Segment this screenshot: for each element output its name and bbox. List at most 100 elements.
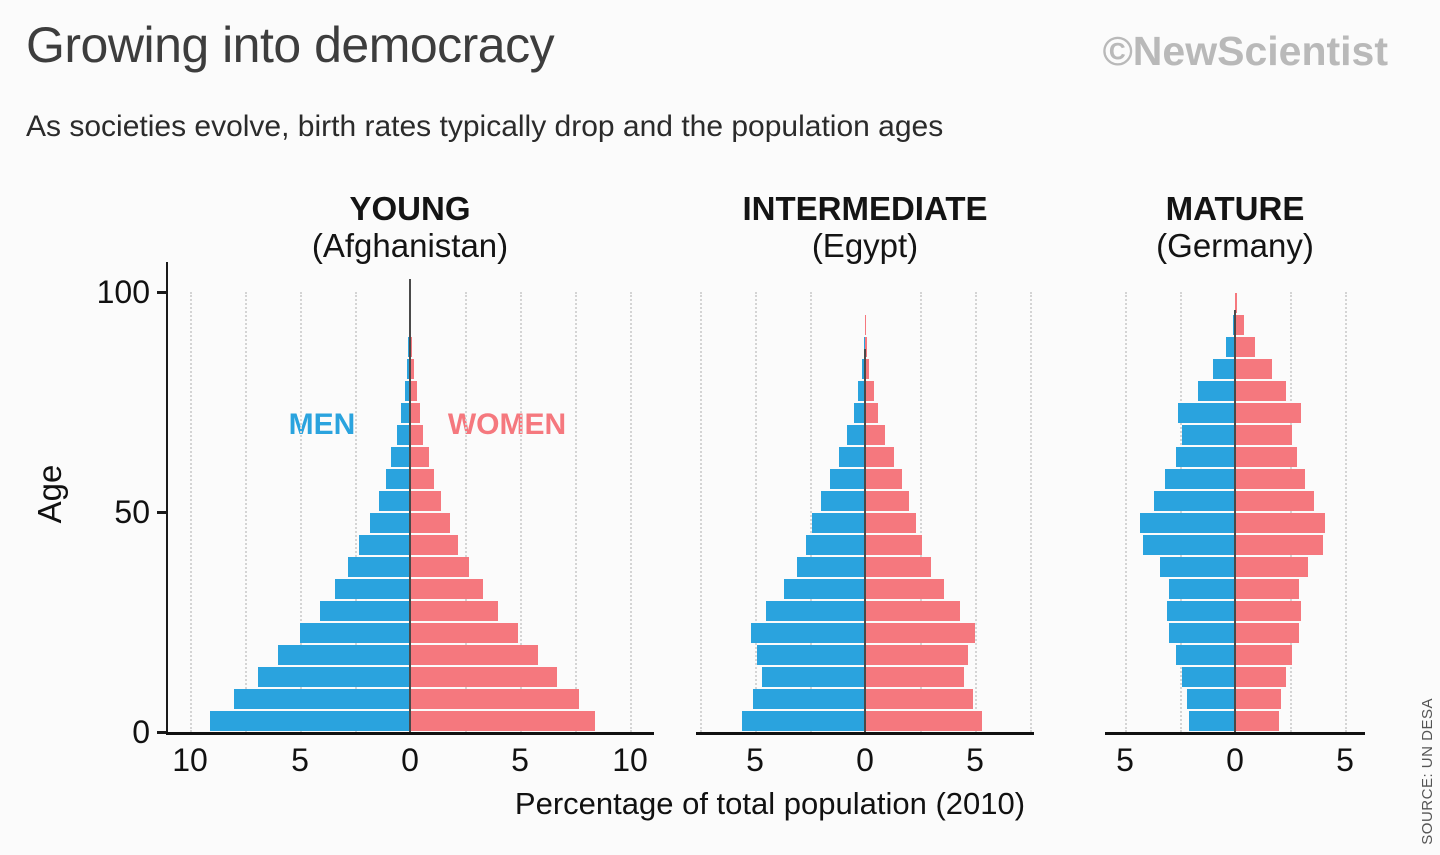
bar-men-age-65 [847, 425, 865, 445]
bar-women-age-10 [410, 667, 558, 687]
gridline [355, 292, 357, 732]
center-axis-line [1234, 309, 1236, 732]
bar-women-age-85 [1235, 337, 1255, 357]
bar-men-age-15 [1175, 645, 1235, 665]
bar-women-age-75 [1235, 381, 1286, 401]
gridline [1030, 292, 1032, 732]
page-title: Growing into democracy [26, 17, 555, 73]
y-axis-tick-label: 0 [132, 714, 150, 750]
bar-men-age-30 [1169, 579, 1235, 599]
x-tick-label: 5 [291, 742, 309, 778]
bar-women-age-35 [410, 557, 470, 577]
x-axis-line [166, 732, 654, 735]
panel-title-young: YOUNG [349, 190, 471, 227]
bar-men-age-0 [741, 711, 865, 731]
bar-men-age-60 [1175, 447, 1235, 467]
y-axis-tick-mark [157, 511, 166, 514]
bar-women-age-85 [865, 337, 867, 357]
panel-header-intermediate: INTERMEDIATE (Egypt) [665, 190, 1065, 264]
bar-women-age-60 [865, 447, 894, 467]
x-axis-line [696, 732, 1034, 735]
bar-men-age-70 [401, 403, 410, 423]
panel-subtitle-egypt: (Egypt) [811, 227, 919, 264]
bar-women-age-55 [1235, 469, 1306, 489]
bar-women-age-5 [410, 689, 580, 709]
bar-women-age-20 [410, 623, 518, 643]
legend-women: WOMEN [447, 408, 567, 441]
bar-men-age-40 [1142, 535, 1235, 555]
bar-women-age-25 [410, 601, 498, 621]
bar-men-age-0 [209, 711, 410, 731]
bar-women-age-10 [865, 667, 964, 687]
bar-men-age-40 [805, 535, 865, 555]
bar-women-age-50 [1235, 491, 1315, 511]
bar-women-age-0 [410, 711, 595, 731]
bar-men-age-55 [1164, 469, 1235, 489]
bar-women-age-60 [1235, 447, 1297, 467]
bar-men-age-10 [258, 667, 410, 687]
x-tick-label: 0 [401, 742, 419, 778]
bar-men-age-85 [863, 337, 865, 357]
bar-men-age-85 [1226, 337, 1235, 357]
bar-women-age-25 [1235, 601, 1301, 621]
x-tick-label: 5 [511, 742, 529, 778]
bar-women-age-45 [865, 513, 916, 533]
x-axis-line [1105, 732, 1365, 735]
center-axis-line [409, 278, 411, 732]
bar-men-age-0 [1188, 711, 1235, 731]
bar-men-age-75 [858, 381, 865, 401]
bar-women-age-10 [1235, 667, 1286, 687]
bar-women-age-40 [1235, 535, 1323, 555]
bar-women-age-65 [865, 425, 885, 445]
bar-women-age-35 [865, 557, 931, 577]
bar-men-age-80 [1213, 359, 1235, 379]
bar-women-age-30 [410, 579, 483, 599]
bar-men-age-50 [1153, 491, 1235, 511]
gridline [755, 292, 757, 732]
bar-men-age-80 [406, 359, 410, 379]
pyramid-chart-germany [1109, 292, 1361, 732]
bar-women-age-95 [1235, 293, 1238, 313]
bar-women-age-60 [410, 447, 429, 467]
bar-men-age-30 [335, 579, 410, 599]
bar-men-age-5 [752, 689, 865, 709]
bar-men-age-55 [385, 469, 410, 489]
bar-women-age-65 [1235, 425, 1293, 445]
x-axis-label: Percentage of total population (2010) [514, 786, 1026, 821]
gridline [630, 292, 632, 732]
bar-men-age-60 [838, 447, 865, 467]
pyramid-chart-egypt [700, 292, 1032, 732]
source-credit: SOURCE: UN DESA [1419, 698, 1436, 845]
bar-men-age-10 [761, 667, 865, 687]
bar-men-age-40 [359, 535, 410, 555]
bar-men-age-20 [1169, 623, 1235, 643]
bar-women-age-55 [410, 469, 435, 489]
bar-men-age-20 [750, 623, 865, 643]
bar-women-age-25 [865, 601, 960, 621]
bar-women-age-15 [865, 645, 969, 665]
bar-men-age-10 [1182, 667, 1235, 687]
bar-women-age-80 [865, 359, 870, 379]
y-axis-tick-mark [157, 291, 166, 294]
gridline [520, 292, 522, 732]
bar-men-age-25 [1166, 601, 1235, 621]
bar-men-age-35 [348, 557, 410, 577]
bar-men-age-65 [1182, 425, 1235, 445]
bar-women-age-55 [865, 469, 903, 489]
bar-men-age-35 [796, 557, 865, 577]
bar-women-age-40 [410, 535, 459, 555]
gridline [975, 292, 977, 732]
bar-men-age-5 [234, 689, 410, 709]
bar-women-age-70 [1235, 403, 1301, 423]
legend-men: MEN [288, 408, 356, 441]
bar-men-age-15 [757, 645, 865, 665]
gridline [575, 292, 577, 732]
bar-women-age-70 [410, 403, 420, 423]
x-tick-label: 10 [612, 742, 648, 778]
gridline [1290, 292, 1292, 732]
gridline [1125, 292, 1127, 732]
y-axis-line [166, 262, 168, 734]
bar-men-age-20 [300, 623, 410, 643]
bar-men-age-50 [821, 491, 865, 511]
